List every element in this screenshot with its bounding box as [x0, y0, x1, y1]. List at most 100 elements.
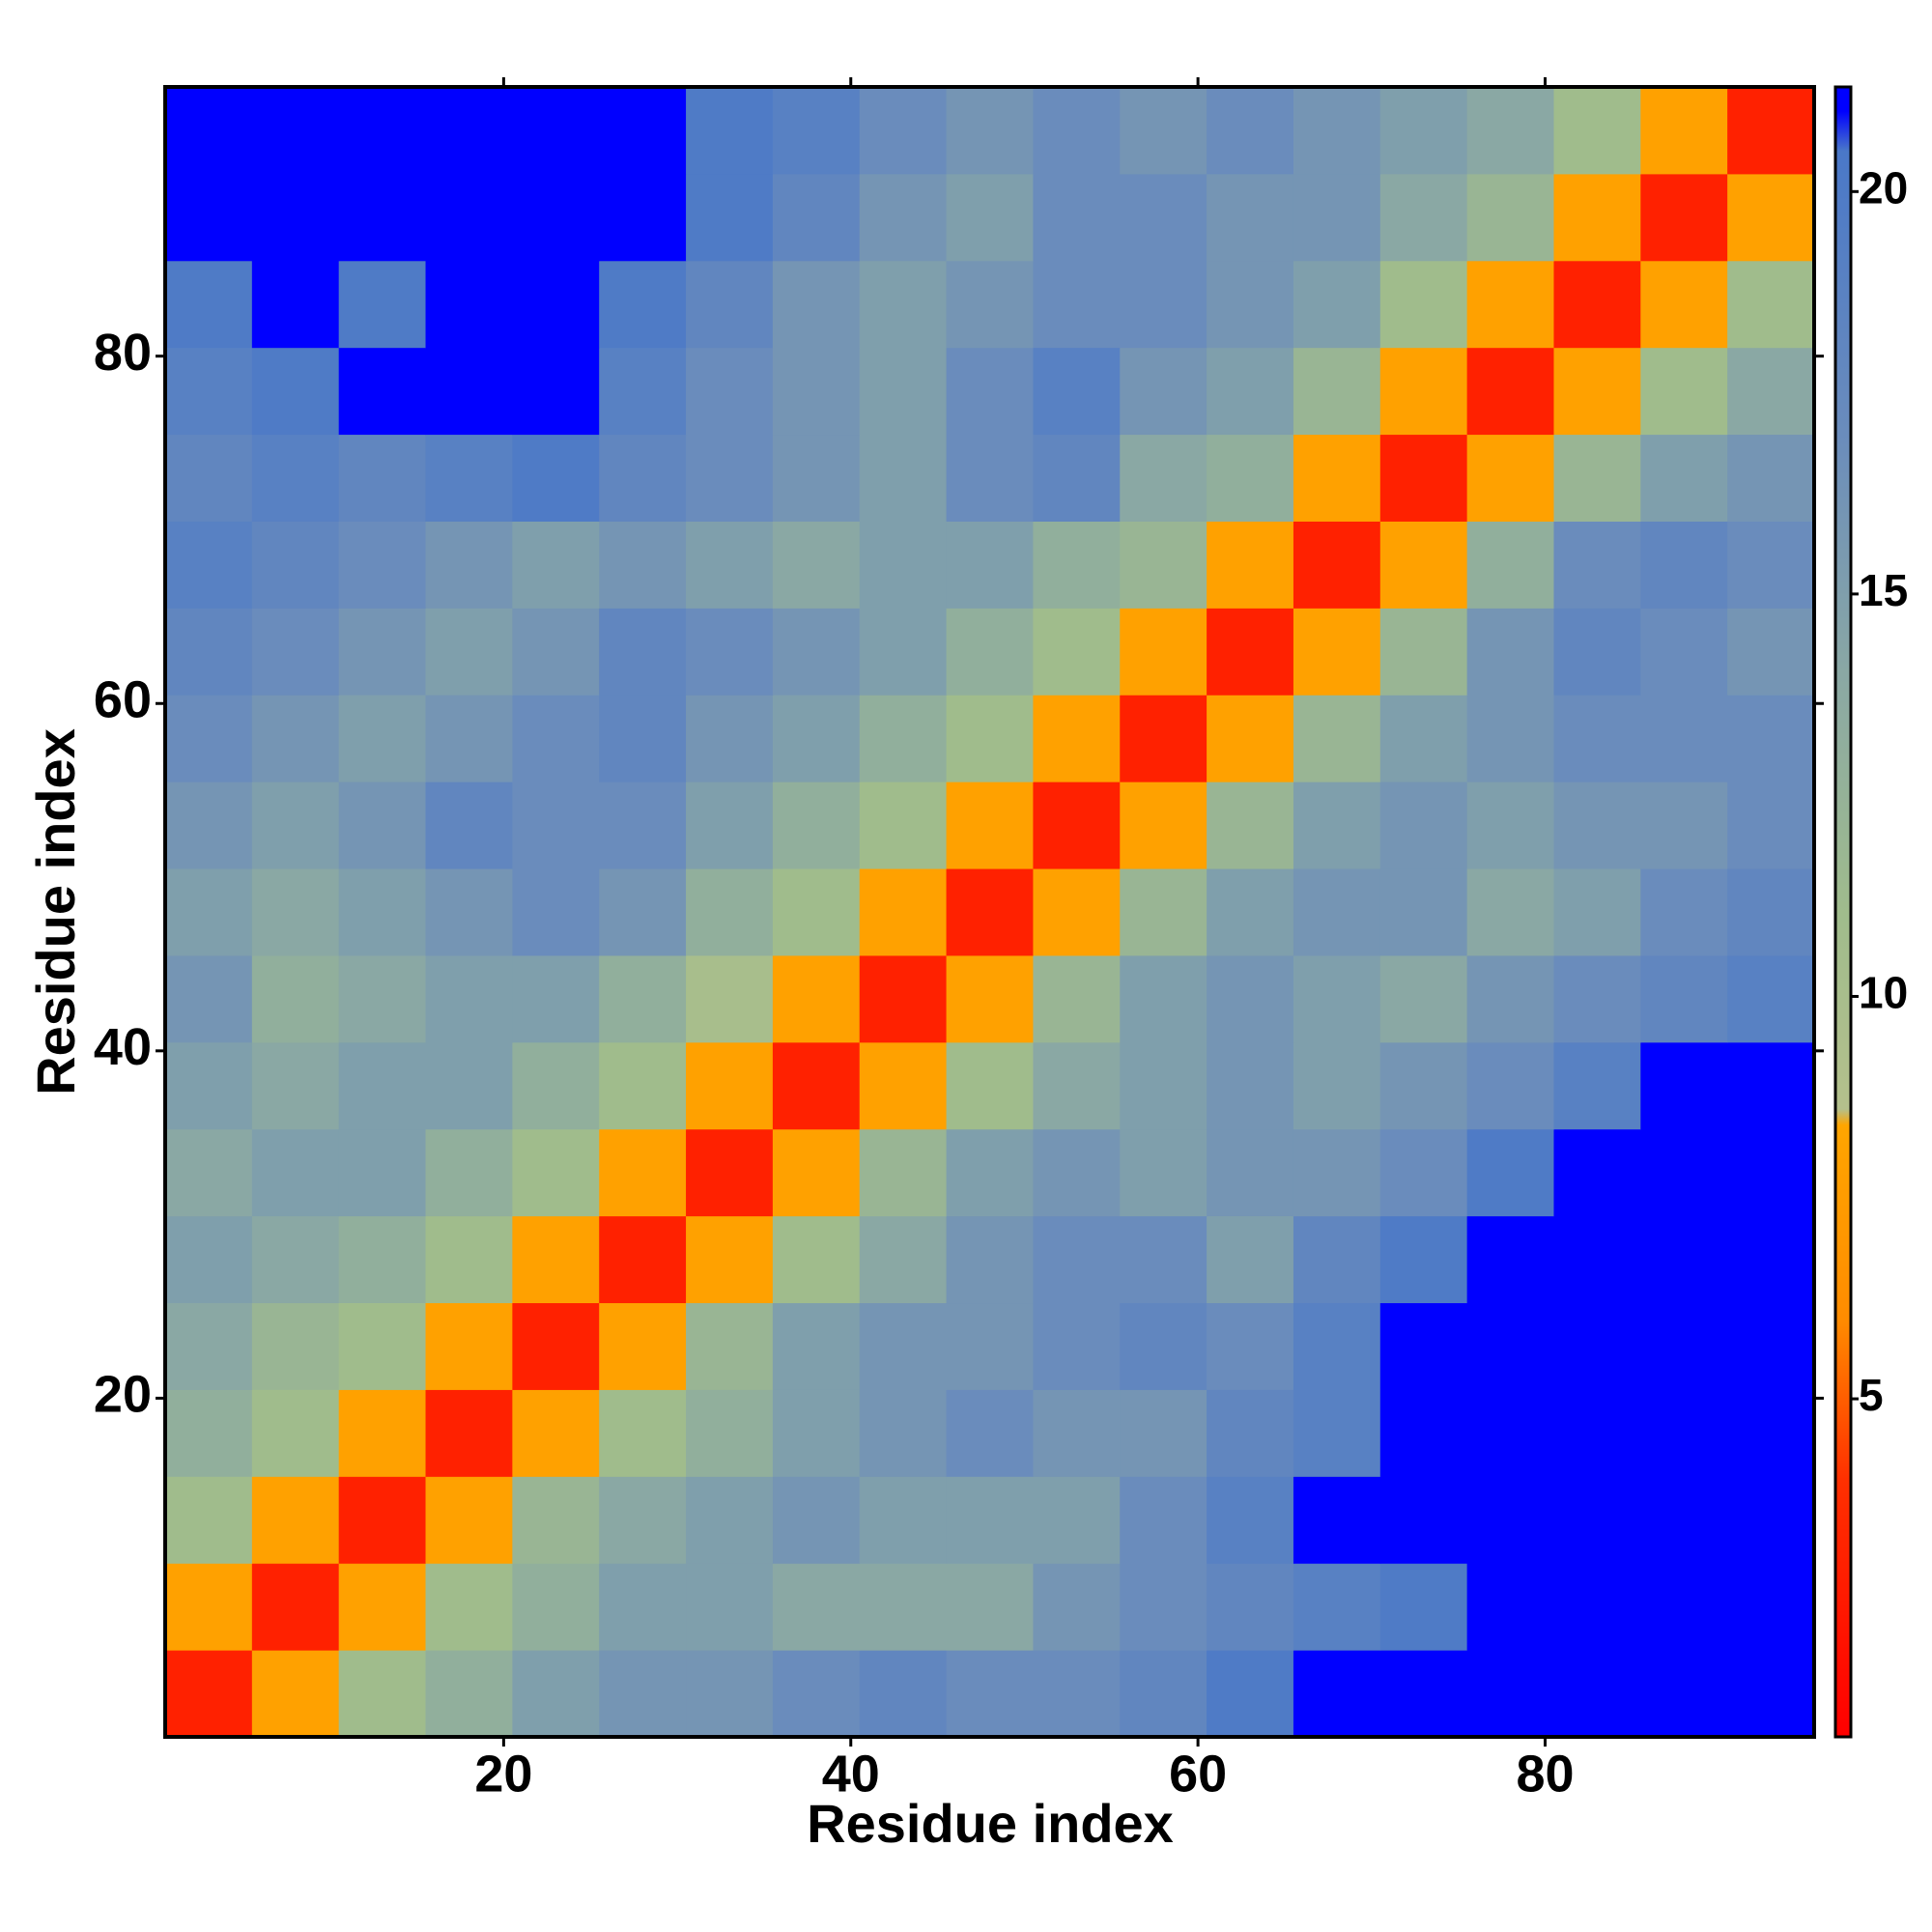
heatmap-cell	[338, 260, 427, 349]
heatmap-cell	[338, 1215, 427, 1304]
heatmap-cell	[1727, 1650, 1815, 1738]
heatmap-cell	[1640, 1563, 1728, 1651]
heatmap-cell	[599, 521, 687, 609]
heatmap-cell	[599, 781, 687, 869]
heatmap-cell	[1553, 608, 1641, 696]
heatmap-cell	[1379, 781, 1468, 869]
heatmap-cell	[165, 1563, 253, 1651]
heatmap-cell	[859, 1563, 948, 1651]
heatmap-cell	[1120, 954, 1208, 1043]
heatmap-cell	[599, 954, 687, 1043]
heatmap-cell	[1033, 1389, 1121, 1477]
heatmap-cell	[1379, 173, 1468, 262]
heatmap-cell	[1293, 87, 1381, 175]
heatmap-cell	[1640, 260, 1728, 349]
heatmap-cell	[1640, 608, 1728, 696]
heatmap-cell	[599, 434, 687, 522]
heatmap-cell	[425, 868, 513, 956]
heatmap-cell	[946, 1215, 1034, 1304]
heatmap-cell	[1553, 1650, 1641, 1738]
heatmap-cell	[1553, 1302, 1641, 1390]
heatmap-cell	[1207, 608, 1294, 696]
heatmap-cell	[946, 347, 1034, 436]
heatmap-cell	[1033, 87, 1121, 175]
heatmap-cell	[599, 1476, 687, 1564]
heatmap-cell	[425, 521, 513, 609]
heatmap-cell	[1553, 781, 1641, 869]
heatmap-cell	[772, 1563, 861, 1651]
heatmap-cell	[1640, 781, 1728, 869]
heatmap-cell	[512, 1650, 600, 1738]
heatmap-cell	[251, 347, 340, 436]
heatmap-cell	[686, 781, 774, 869]
heatmap-cell	[1466, 347, 1554, 436]
colorbar-tick-label: 5	[1859, 1370, 1884, 1420]
heatmap-cell	[1293, 521, 1381, 609]
heatmap-cell	[1120, 87, 1208, 175]
heatmap-cell	[946, 695, 1034, 782]
heatmap-cell	[1033, 695, 1121, 782]
heatmap-cell	[1553, 173, 1641, 262]
y-tick-label: 60	[94, 671, 152, 729]
heatmap-cell	[512, 1302, 600, 1390]
heatmap-cell	[599, 695, 687, 782]
heatmap-cell	[1466, 1563, 1554, 1651]
heatmap-cell	[425, 1302, 513, 1390]
heatmap-cell	[1033, 173, 1121, 262]
heatmap-cell	[1727, 695, 1815, 782]
heatmap-cell	[859, 781, 948, 869]
heatmap-cell	[165, 347, 253, 436]
heatmap-cell	[1207, 434, 1294, 522]
heatmap-cell	[1379, 1215, 1468, 1304]
heatmap-cell	[1379, 521, 1468, 609]
heatmap-cell	[1033, 1041, 1121, 1130]
heatmap-cell	[1466, 521, 1554, 609]
heatmap-cell	[251, 1041, 340, 1130]
heatmap-cell	[1379, 695, 1468, 782]
heatmap-cell	[425, 695, 513, 782]
heatmap-cell	[512, 781, 600, 869]
heatmap-cell	[686, 1302, 774, 1390]
y-tick-label: 40	[94, 1018, 152, 1076]
heatmap-cell	[1379, 347, 1468, 436]
heatmap-cell	[772, 1128, 861, 1217]
heatmap-cell	[1466, 1128, 1554, 1217]
heatmap-cell	[1640, 695, 1728, 782]
heatmap-cell	[599, 1041, 687, 1130]
heatmap-cell	[1727, 1389, 1815, 1477]
heatmap-cell	[425, 1041, 513, 1130]
heatmap-cell	[599, 1563, 687, 1651]
heatmap-cell	[1207, 87, 1294, 175]
heatmap-cell	[1207, 1215, 1294, 1304]
heatmap-cell	[512, 1563, 600, 1651]
heatmap-cell	[251, 1215, 340, 1304]
heatmap-cell	[338, 954, 427, 1043]
heatmap-cell	[1727, 87, 1815, 175]
heatmap-cell	[946, 868, 1034, 956]
heatmap-cell	[425, 781, 513, 869]
heatmap-cell	[772, 1650, 861, 1738]
heatmap-cell	[772, 347, 861, 436]
heatmap-cell	[251, 260, 340, 349]
heatmap-cell	[251, 1650, 340, 1738]
heatmap-cell	[1640, 1128, 1728, 1217]
heatmap-cell	[1379, 868, 1468, 956]
heatmap-cell	[686, 1215, 774, 1304]
heatmap-cell	[772, 434, 861, 522]
colorbar-tick-label: 10	[1859, 968, 1908, 1018]
heatmap-cell	[1640, 1650, 1728, 1738]
heatmap-cell	[1640, 87, 1728, 175]
heatmap-cell	[1640, 173, 1728, 262]
heatmap-cell	[251, 868, 340, 956]
heatmap-cell	[1207, 347, 1294, 436]
heatmap-cell	[1727, 347, 1815, 436]
heatmap-cell	[251, 954, 340, 1043]
heatmap-cell	[1727, 173, 1815, 262]
heatmap-cell	[772, 608, 861, 696]
heatmap-cell	[1033, 1215, 1121, 1304]
colorbar-tick-label: 15	[1859, 565, 1908, 615]
heatmap-cell	[1293, 781, 1381, 869]
heatmap-cell	[859, 1302, 948, 1390]
heatmap-cell	[425, 87, 513, 175]
